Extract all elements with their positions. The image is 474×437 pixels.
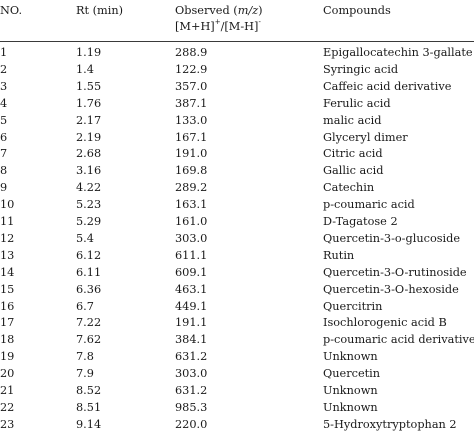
cell-no: 4: [0, 96, 8, 110]
cell-rt: 9.14: [76, 417, 102, 431]
header-rule: [0, 41, 474, 42]
cell-no: 19: [0, 350, 15, 364]
cell-rt: 8.52: [76, 384, 102, 397]
cell-no: 13: [0, 248, 15, 262]
cell-mz: 288.9: [175, 46, 208, 59]
cell-no: 1: [0, 46, 8, 59]
cell-no: 22: [0, 400, 15, 414]
cell-rt: 1.55: [76, 79, 102, 93]
cell-no: 20: [0, 367, 15, 381]
cell-rt: 4.22: [76, 181, 102, 195]
header-observed: Observed (m/z): [175, 4, 263, 17]
cell-rt: 7.9: [76, 367, 94, 381]
cell-rt: 2.19: [76, 130, 102, 144]
cell-no: 18: [0, 333, 15, 347]
header-compounds: Compounds: [323, 4, 391, 17]
cell-compound: malic acid: [323, 113, 382, 127]
cell-compound: Unknown: [323, 384, 378, 397]
cell-no: 23: [0, 417, 15, 431]
cell-no: 2: [0, 62, 8, 76]
header-observed-ions: [M+H]+/[M-H]-: [175, 18, 261, 33]
cell-no: 21: [0, 384, 15, 397]
cell-rt: 8.51: [76, 400, 102, 414]
cell-rt: 6.7: [76, 299, 94, 313]
cell-compound: Citric acid: [323, 147, 383, 161]
header-no: NO.: [0, 4, 23, 17]
cell-mz: 220.0: [175, 417, 208, 431]
cell-mz: 303.0: [175, 231, 208, 245]
cell-compound: Isochlorogenic acid B: [323, 316, 447, 330]
cell-no: 10: [0, 198, 15, 212]
cell-rt: 6.36: [76, 282, 102, 296]
cell-compound: p-coumaric acid: [323, 198, 415, 212]
cell-compound: Catechin: [323, 181, 375, 195]
cell-mz: 169.8: [175, 164, 208, 178]
cell-mz: 289.2: [175, 181, 208, 195]
cell-mz: 161.0: [175, 215, 208, 228]
cell-compound: 5-Hydroxytryptophan 2: [323, 417, 457, 431]
cell-no: 14: [0, 265, 15, 279]
cell-rt: 1.19: [76, 46, 102, 59]
cell-mz: 449.1: [175, 299, 208, 313]
cell-rt: 1.4: [76, 62, 94, 76]
cell-mz: 191.0: [175, 147, 208, 161]
cell-no: 9: [0, 181, 8, 195]
cell-mz: 631.2: [175, 350, 208, 364]
cell-compound: Glyceryl dimer: [323, 130, 408, 144]
cell-compound: Rutin: [323, 248, 355, 262]
cell-compound: Quercetin-3-O-rutinoside: [323, 265, 467, 279]
cell-mz: 631.2: [175, 384, 208, 397]
cell-compound: p-coumaric acid derivative: [323, 333, 474, 347]
cell-no: 15: [0, 282, 15, 296]
cell-rt: 7.8: [76, 350, 94, 364]
cell-compound: Quercitrin: [323, 299, 383, 313]
cell-mz: 985.3: [175, 400, 208, 414]
cell-mz: 122.9: [175, 62, 208, 76]
cell-compound: Quercetin-3-O-hexoside: [323, 282, 459, 296]
cell-no: 8: [0, 164, 8, 178]
cell-compound: Unknown: [323, 400, 378, 414]
cell-rt: 6.12: [76, 248, 102, 262]
cell-mz: 303.0: [175, 367, 208, 381]
cell-mz: 191.1: [175, 316, 208, 330]
cell-compound: Syringic acid: [323, 62, 399, 76]
cell-compound: Epigallocatechin 3-gallate: [323, 46, 473, 59]
cell-compound: Ferulic acid: [323, 96, 391, 110]
cell-no: 3: [0, 79, 8, 93]
cell-mz: 384.1: [175, 333, 208, 347]
cell-no: 16: [0, 299, 15, 313]
cell-compound: D-Tagatose 2: [323, 215, 398, 228]
cell-rt: 6.11: [76, 265, 102, 279]
cell-compound: Quercetin-3-o-glucoside: [323, 231, 461, 245]
cell-rt: 3.16: [76, 164, 102, 178]
cell-compound: Unknown: [323, 350, 378, 364]
cell-rt: 5.29: [76, 215, 102, 228]
cell-no: 12: [0, 231, 15, 245]
cell-mz: 133.0: [175, 113, 208, 127]
cell-rt: 2.17: [76, 113, 102, 127]
cell-mz: 167.1: [175, 130, 208, 144]
cell-mz: 463.1: [175, 282, 208, 296]
cell-compound: Gallic acid: [323, 164, 384, 178]
cell-mz: 163.1: [175, 198, 208, 212]
cell-rt: 7.22: [76, 316, 102, 330]
cell-compound: Quercetin: [323, 367, 381, 381]
cell-no: 5: [0, 113, 8, 127]
cell-mz: 611.1: [175, 248, 208, 262]
cell-compound: Caffeic acid derivative: [323, 79, 452, 93]
cell-rt: 5.4: [76, 231, 94, 245]
cell-mz: 609.1: [175, 265, 208, 279]
cell-rt: 7.62: [76, 333, 102, 347]
cell-no: 6: [0, 130, 8, 144]
cell-no: 7: [0, 147, 8, 161]
cell-no: 11: [0, 215, 15, 228]
cell-rt: 5.23: [76, 198, 102, 212]
cell-rt: 2.68: [76, 147, 102, 161]
header-rt: Rt (min): [76, 4, 124, 17]
cell-rt: 1.76: [76, 96, 102, 110]
cell-mz: 357.0: [175, 79, 208, 93]
cell-mz: 387.1: [175, 96, 208, 110]
cell-no: 17: [0, 316, 15, 330]
